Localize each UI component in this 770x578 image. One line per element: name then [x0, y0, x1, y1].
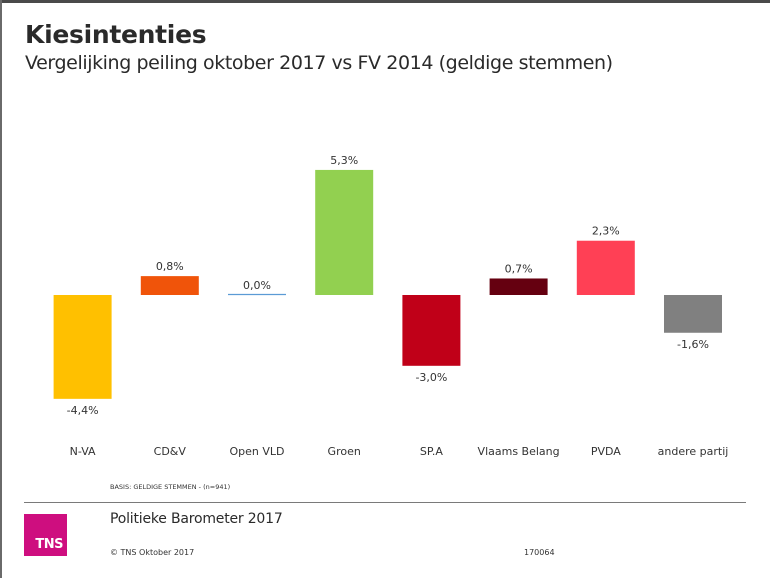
page-subtitle: Vergelijking peiling oktober 2017 vs FV … — [25, 52, 613, 74]
data-label-cd-v: 0,8% — [156, 260, 184, 273]
category-label-groen: Groen — [328, 445, 361, 458]
bar-pvda — [576, 240, 635, 295]
bar-vlaams-belang — [489, 278, 548, 295]
bars-group — [53, 169, 722, 399]
bar-n-va — [53, 295, 112, 399]
tns-logo: TNS — [24, 514, 67, 556]
data-label-sp-a: -3,0% — [415, 371, 447, 384]
data-label-groen: 5,3% — [330, 154, 358, 167]
category-label-open-vld: Open VLD — [230, 445, 285, 458]
data-label-andere-partij: -1,6% — [677, 338, 709, 351]
footer-divider — [24, 502, 746, 503]
bar-cd-v — [140, 276, 199, 295]
bar-sp-a — [402, 295, 461, 366]
page-title: Kiesintenties — [25, 20, 207, 49]
bar-andere-partij — [664, 295, 722, 333]
category-label-pvda: PVDA — [591, 445, 621, 458]
bar-groen — [315, 169, 374, 295]
basis-footnote: BASIS: GELDIGE STEMMEN - (n=941) — [110, 483, 231, 491]
tns-logo-text: TNS — [35, 537, 63, 552]
category-labels-group: N-VA CD&V Open VLD Groen SP.A Vlaams Belang PV… — [70, 445, 729, 458]
category-label-andere-partij: andere partij — [658, 445, 729, 458]
bar-chart: -4,4% 0,8% 0,0% 5,3% -3,0% 0,7% 2,3% -1,6% N-VA… — [53, 154, 729, 458]
category-label-vlaams-belang: Vlaams Belang — [478, 445, 560, 458]
data-label-vlaams-belang: 0,7% — [505, 262, 533, 275]
data-labels-group: -4,4% 0,8% 0,0% 5,3% -3,0% 0,7% 2,3% -1,6% — [67, 154, 709, 417]
window-top-border — [0, 0, 770, 3]
document-id: 170064 — [524, 548, 555, 557]
data-label-pvda: 2,3% — [592, 225, 620, 238]
footer-title: Politieke Barometer 2017 — [110, 511, 283, 527]
data-label-open-vld: 0,0% — [243, 279, 271, 292]
window-left-border — [0, 0, 2, 578]
category-label-cd-v: CD&V — [154, 445, 187, 458]
category-label-sp-a: SP.A — [420, 445, 443, 458]
copyright-text: © TNS Oktober 2017 — [110, 548, 195, 557]
data-label-n-va: -4,4% — [67, 404, 99, 417]
category-label-n-va: N-VA — [70, 445, 96, 458]
